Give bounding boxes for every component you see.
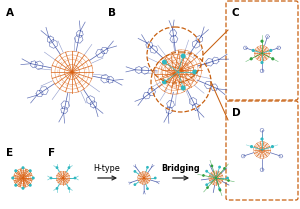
Circle shape	[252, 50, 254, 51]
Circle shape	[211, 165, 213, 167]
Circle shape	[272, 58, 274, 60]
Text: C: C	[232, 8, 240, 18]
Circle shape	[193, 70, 196, 74]
Circle shape	[250, 58, 252, 60]
Circle shape	[29, 184, 31, 186]
Circle shape	[32, 177, 34, 179]
Text: Bridging: Bridging	[162, 164, 200, 173]
Circle shape	[206, 184, 207, 186]
Circle shape	[147, 167, 148, 168]
Circle shape	[270, 50, 272, 51]
Circle shape	[68, 188, 70, 189]
Circle shape	[15, 170, 16, 172]
Circle shape	[182, 54, 185, 58]
Text: A: A	[6, 8, 14, 18]
Circle shape	[154, 177, 156, 179]
Circle shape	[207, 187, 208, 188]
Circle shape	[50, 177, 52, 179]
Circle shape	[227, 177, 228, 179]
Circle shape	[15, 184, 16, 186]
Circle shape	[219, 166, 220, 168]
Circle shape	[147, 188, 148, 189]
Text: D: D	[232, 108, 241, 118]
Circle shape	[224, 168, 225, 169]
Circle shape	[74, 177, 76, 179]
Circle shape	[261, 40, 263, 42]
Circle shape	[163, 80, 166, 84]
FancyBboxPatch shape	[226, 101, 298, 200]
Text: H-type: H-type	[94, 164, 120, 173]
Circle shape	[219, 188, 220, 190]
Circle shape	[206, 171, 207, 172]
Circle shape	[219, 190, 221, 191]
FancyBboxPatch shape	[226, 1, 298, 100]
Circle shape	[134, 184, 136, 185]
Circle shape	[68, 167, 70, 168]
Circle shape	[29, 170, 31, 172]
Circle shape	[261, 62, 263, 63]
Circle shape	[56, 188, 58, 189]
Circle shape	[228, 180, 229, 181]
Circle shape	[182, 86, 185, 90]
Circle shape	[272, 146, 273, 148]
Circle shape	[251, 146, 252, 148]
Circle shape	[22, 167, 24, 169]
Circle shape	[163, 60, 166, 64]
Text: B: B	[108, 8, 116, 18]
Text: F: F	[48, 148, 55, 158]
Circle shape	[261, 138, 263, 140]
Circle shape	[203, 175, 204, 176]
Circle shape	[134, 171, 136, 172]
Circle shape	[56, 167, 58, 168]
Text: E: E	[6, 148, 13, 158]
Circle shape	[22, 187, 24, 189]
Circle shape	[12, 177, 14, 179]
